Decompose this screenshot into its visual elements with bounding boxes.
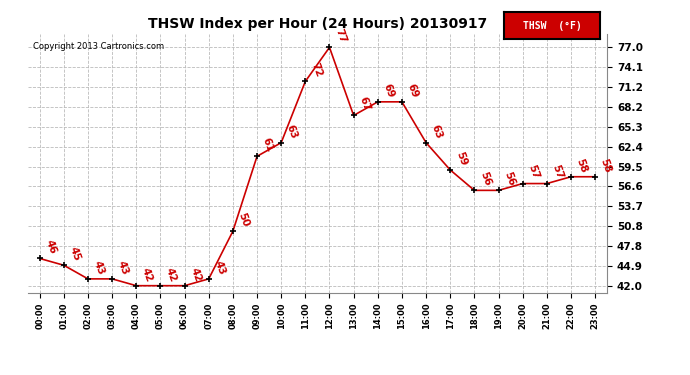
Text: Copyright 2013 Cartronics.com: Copyright 2013 Cartronics.com: [33, 42, 164, 51]
Text: 43: 43: [213, 259, 227, 276]
Text: 57: 57: [551, 164, 565, 181]
Text: 46: 46: [43, 238, 58, 256]
Text: 42: 42: [140, 266, 155, 283]
Text: 56: 56: [478, 171, 493, 188]
Text: 57: 57: [526, 164, 541, 181]
Title: THSW Index per Hour (24 Hours) 20130917: THSW Index per Hour (24 Hours) 20130917: [148, 17, 487, 31]
Text: 43: 43: [92, 259, 106, 276]
Text: 59: 59: [454, 150, 468, 167]
Text: 67: 67: [357, 96, 372, 113]
Text: 42: 42: [188, 266, 203, 283]
Text: 63: 63: [430, 123, 444, 140]
Text: 43: 43: [116, 259, 130, 276]
Text: 42: 42: [164, 266, 179, 283]
Text: THSW  (°F): THSW (°F): [522, 21, 582, 31]
Text: 69: 69: [406, 82, 420, 99]
Text: 45: 45: [68, 245, 82, 262]
Text: 63: 63: [285, 123, 299, 140]
Text: 72: 72: [309, 62, 324, 79]
Text: 61: 61: [261, 136, 275, 154]
Text: 77: 77: [333, 27, 348, 45]
Text: 58: 58: [599, 157, 613, 174]
Text: 50: 50: [237, 211, 251, 228]
Text: 58: 58: [575, 157, 589, 174]
Text: 56: 56: [502, 171, 517, 188]
Text: 69: 69: [382, 82, 395, 99]
